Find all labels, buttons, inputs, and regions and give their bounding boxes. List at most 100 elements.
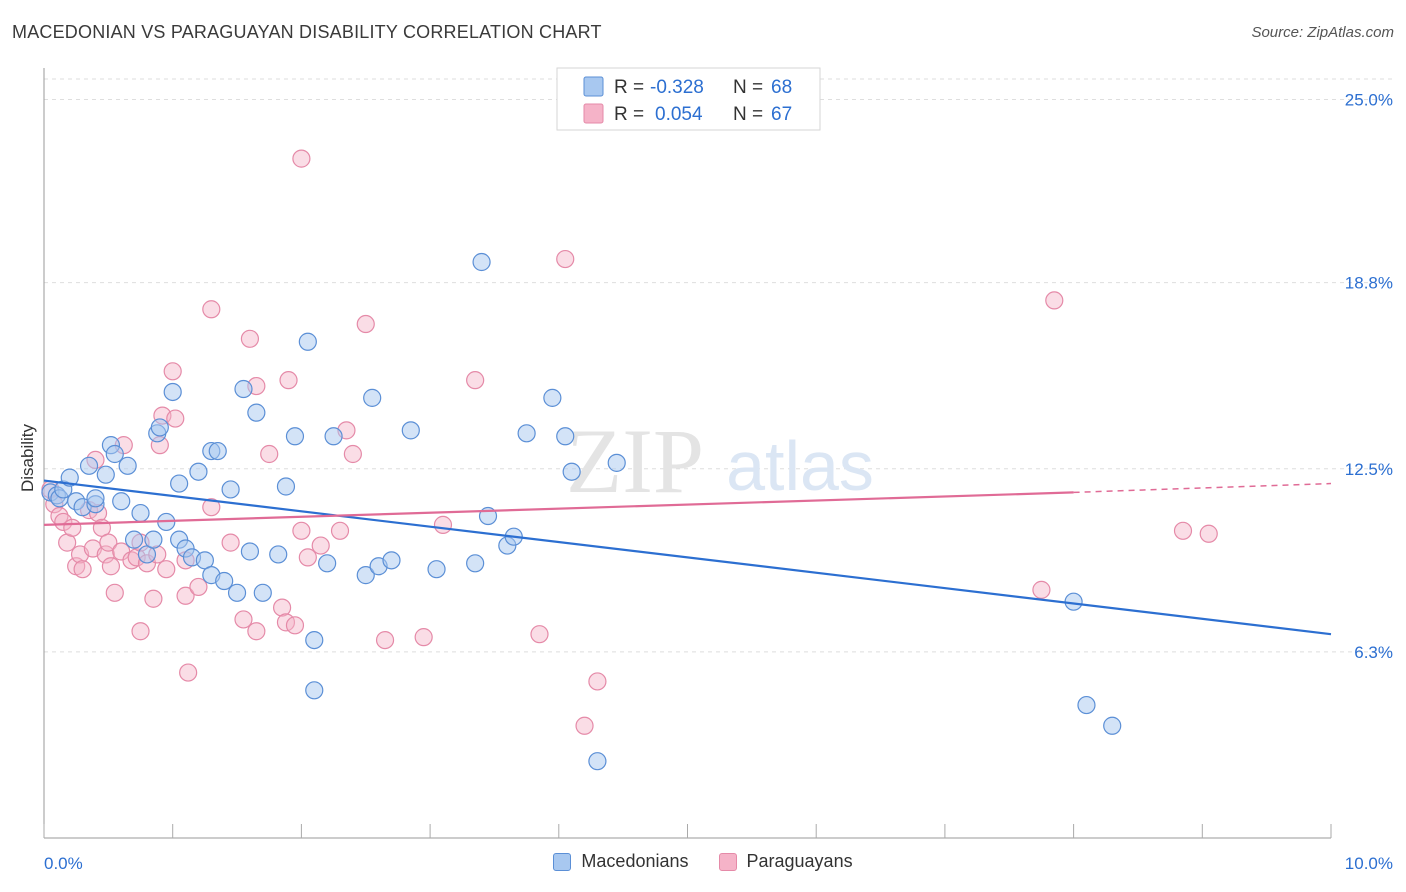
- chart-title: MACEDONIAN VS PARAGUAYAN DISABILITY CORR…: [12, 22, 602, 42]
- paraguayans-point: [414, 628, 433, 647]
- macedonians-point: [215, 571, 234, 591]
- paraguayans-point: [202, 300, 221, 319]
- paraguayans-point: [279, 371, 298, 390]
- legend-top: R = -0.328 N = 68 R = 0.054 N = 67: [556, 67, 821, 131]
- y-tick-label: 12.5%: [1345, 460, 1393, 479]
- macedonians-point: [543, 388, 562, 407]
- paraguayans-point: [179, 663, 198, 682]
- macedonians-point: [305, 681, 324, 700]
- paraguayans-point: [575, 716, 594, 735]
- paraguayans-point: [375, 630, 395, 650]
- paraguayans-point: [1173, 521, 1193, 540]
- paraguayans-point: [163, 362, 182, 381]
- macedonians-point: [124, 530, 144, 549]
- macedonians-point: [150, 418, 169, 437]
- paraguayans-point: [166, 409, 185, 428]
- paraguayans-point: [530, 625, 549, 644]
- watermark-atlas: atlas: [726, 427, 874, 505]
- paraguayans-point: [298, 548, 317, 567]
- paraguayans-point: [73, 560, 92, 579]
- macedonians-point: [298, 332, 317, 351]
- paraguayans-point: [122, 551, 141, 570]
- legend-n-value-blue: 68: [771, 77, 792, 98]
- macedonians-point: [356, 566, 375, 585]
- macedonians-point: [401, 421, 420, 440]
- paraguayans-point: [157, 560, 176, 579]
- paraguayans-point: [260, 444, 279, 464]
- macedonians-point: [131, 503, 150, 523]
- paraguayans-point: [343, 444, 362, 464]
- legend-n-label-pink: N =: [733, 104, 763, 125]
- macedonians-point: [227, 583, 247, 602]
- macedonians-point: [607, 453, 626, 472]
- macedonians-point: [221, 480, 240, 499]
- paraguayans-point: [221, 533, 240, 552]
- macedonians-point: [96, 465, 115, 484]
- paraguayans-point: [131, 622, 150, 641]
- paraguayans-point: [433, 515, 453, 534]
- legend-r-value-blue: -0.328: [650, 77, 704, 98]
- macedonians-point: [427, 560, 446, 579]
- legend-swatch-macedonians: [553, 852, 572, 871]
- macedonians-point: [208, 441, 227, 461]
- watermark-zip: ZIP: [566, 410, 704, 512]
- legend-item-paraguayans[interactable]: Paraguayans: [718, 851, 853, 872]
- macedonians-point: [170, 474, 189, 493]
- macedonians-point: [588, 752, 607, 771]
- grid-lines: [44, 78, 1392, 653]
- paraguayans-point: [466, 371, 485, 390]
- paraguayans-point: [588, 672, 607, 691]
- paraguayans-point: [285, 616, 305, 635]
- macedonians-point: [247, 403, 266, 422]
- y-tick-label: 25.0%: [1345, 91, 1393, 110]
- paraguayans-point: [101, 557, 121, 576]
- paraguayans-point: [202, 498, 221, 517]
- paraguayans-point: [330, 521, 350, 540]
- macedonians-point: [363, 388, 382, 407]
- paraguayans-trend-extension: [1073, 482, 1332, 494]
- macedonians-point: [118, 456, 137, 475]
- macedonians-point: [269, 545, 288, 564]
- macedonians-point: [382, 551, 401, 570]
- paraguayans-point: [247, 622, 266, 641]
- y-axis-label: Disability: [18, 423, 37, 492]
- x-tick-label-min: 0.0%: [44, 854, 83, 873]
- macedonians-point: [189, 462, 208, 481]
- paraguayans-point: [240, 329, 260, 348]
- paraguayans-points: [41, 149, 1218, 735]
- paraguayans-point: [1199, 524, 1218, 543]
- paraguayans-point: [99, 533, 118, 552]
- x-tick-labels: 0.0% 10.0%: [44, 854, 1393, 873]
- paraguayans-point: [63, 518, 82, 537]
- macedonians-point: [112, 492, 131, 511]
- paraguayans-point: [189, 577, 208, 597]
- legend-swatch-pink: [583, 103, 604, 124]
- macedonians-point: [79, 456, 99, 475]
- legend-label-paraguayans: Paraguayans: [746, 851, 853, 871]
- macedonians-point: [285, 427, 305, 446]
- paraguayans-point: [144, 589, 163, 608]
- trend-lines: [43, 479, 1332, 636]
- macedonians-point: [517, 424, 536, 443]
- macedonians-point: [105, 444, 124, 464]
- paraguayans-point: [356, 314, 375, 334]
- legend-bottom: Macedonians Paraguayans: [0, 851, 1406, 872]
- macedonians-point: [86, 489, 105, 508]
- macedonians-point: [163, 382, 182, 402]
- macedonians-point: [234, 379, 253, 399]
- legend-r-label-pink: R =: [614, 104, 644, 125]
- legend-n-label-blue: N =: [733, 77, 763, 98]
- paraguayans-point: [272, 598, 292, 617]
- macedonians-point: [276, 477, 296, 496]
- macedonians-point: [144, 530, 163, 549]
- paraguayans-point: [1045, 291, 1064, 310]
- axes: [43, 68, 1332, 839]
- macedonians-point: [556, 427, 575, 446]
- legend-label-macedonians: Macedonians: [581, 851, 689, 871]
- legend-item-macedonians[interactable]: Macedonians: [553, 851, 689, 872]
- paraguayans-trend-line: [43, 491, 1074, 526]
- legend-swatch-blue: [583, 76, 604, 97]
- paraguayans-point: [176, 586, 195, 605]
- macedonians-point: [324, 427, 343, 446]
